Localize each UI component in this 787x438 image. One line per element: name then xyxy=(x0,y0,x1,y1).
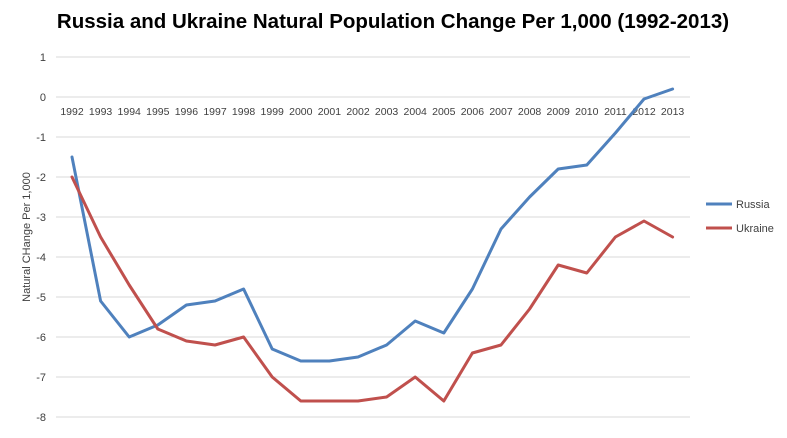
x-tick-label: 2003 xyxy=(375,106,399,118)
y-tick-label: -5 xyxy=(36,292,46,304)
x-tick-label: 1992 xyxy=(60,106,84,118)
y-axis-label: Natural CHange Per 1,000 xyxy=(21,172,33,302)
series-line-russia xyxy=(70,87,675,363)
x-tick-label: 2012 xyxy=(632,106,656,118)
y-tick-label: -1 xyxy=(36,132,46,144)
x-tick-label: 1994 xyxy=(118,106,142,118)
x-tick-label: 1999 xyxy=(261,106,285,118)
x-axis-tick-labels: 1992 1993 1994 1995 1996 1997 1998 1999 2000 2001… xyxy=(60,106,684,118)
legend: Russia Ukraine xyxy=(706,199,774,235)
y-tick-label: 0 xyxy=(40,92,46,104)
x-tick-label: 2001 xyxy=(318,106,342,118)
y-tick-label: -2 xyxy=(36,172,46,184)
x-tick-label: 2013 xyxy=(661,106,685,118)
y-tick-label: -3 xyxy=(36,212,46,224)
x-tick-label: 1998 xyxy=(232,106,256,118)
x-tick-label: 2006 xyxy=(461,106,485,118)
x-tick-label: 2000 xyxy=(289,106,313,118)
y-tick-label: -6 xyxy=(36,332,46,344)
x-tick-label: 2002 xyxy=(346,106,370,118)
gridlines xyxy=(56,56,690,418)
x-tick-label: 2009 xyxy=(547,106,571,118)
x-tick-label: 1995 xyxy=(146,106,170,118)
x-tick-label: 2011 xyxy=(604,106,627,118)
y-tick-label: 1 xyxy=(40,52,46,64)
x-tick-label: 2010 xyxy=(575,106,599,118)
legend-label-russia: Russia xyxy=(736,199,771,211)
x-tick-label: 1996 xyxy=(175,106,199,118)
x-tick-label: 1997 xyxy=(203,106,227,118)
x-tick-label: 1993 xyxy=(89,106,113,118)
y-tick-label: -7 xyxy=(36,372,46,384)
series-line-ukraine xyxy=(70,175,675,403)
y-tick-label: -8 xyxy=(36,412,46,424)
series-lines xyxy=(70,87,675,403)
y-tick-label: -4 xyxy=(36,252,46,264)
chart-title: Russia and Ukraine Natural Population Ch… xyxy=(57,10,729,33)
x-tick-label: 2007 xyxy=(489,106,513,118)
y-axis-tick-labels: 1 0 -1 -2 -3 -4 -5 -6 -7 -8 xyxy=(36,52,46,424)
x-tick-label: 2005 xyxy=(432,106,456,118)
legend-label-ukraine: Ukraine xyxy=(736,223,774,235)
x-tick-label: 2008 xyxy=(518,106,542,118)
x-tick-label: 2004 xyxy=(404,106,428,118)
